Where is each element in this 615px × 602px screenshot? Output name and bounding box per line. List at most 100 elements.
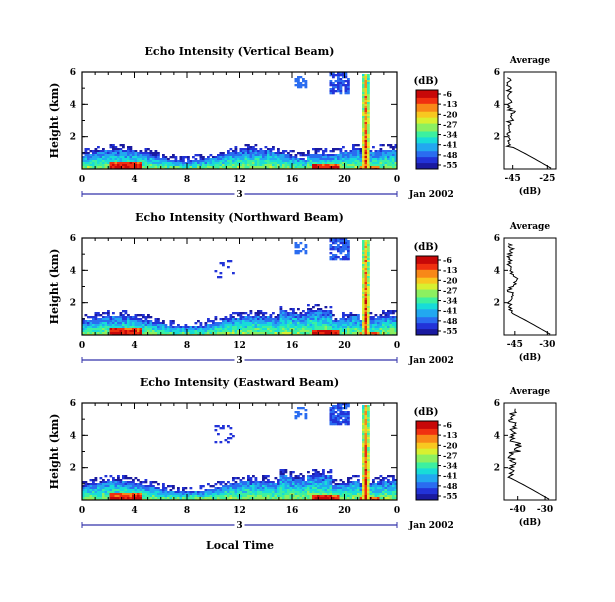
heatmap-cell — [382, 150, 385, 153]
heatmap-cell — [217, 425, 220, 428]
heatmap-cell — [332, 82, 335, 85]
heatmap-cell — [234, 330, 238, 333]
heatmap-cell — [99, 477, 103, 480]
heatmap-cell — [329, 330, 333, 333]
heatmap-cell — [247, 156, 250, 159]
heatmap-cell — [229, 320, 233, 323]
heatmap-cell — [267, 493, 270, 496]
heatmap-cell — [224, 164, 228, 167]
heatmap-cell — [224, 316, 228, 319]
heatmap-cell — [322, 481, 325, 484]
heatmap-cell — [267, 479, 270, 482]
heatmap-cell — [239, 154, 243, 157]
heatmap-cell — [109, 320, 113, 323]
heatmap-cell — [329, 84, 333, 87]
heatmap-cell — [114, 318, 118, 321]
heatmap-cell — [162, 162, 165, 165]
heatmap-cell — [389, 164, 393, 167]
heatmap-cell — [352, 485, 355, 488]
heatmap-cell — [277, 162, 280, 165]
heatmap-cell — [362, 248, 365, 251]
heatmap-cell — [259, 493, 263, 496]
heatmap-cell — [362, 288, 365, 291]
heatmap-cell — [324, 166, 328, 169]
heatmap-cell — [259, 481, 263, 484]
heatmap-cell — [364, 427, 368, 430]
heatmap-cell — [254, 322, 258, 325]
heatmap-cell — [109, 491, 113, 494]
heatmap-cell — [149, 152, 153, 155]
heatmap-cell — [367, 248, 370, 251]
heatmap-cell — [219, 166, 223, 169]
heatmap-cell — [299, 479, 303, 482]
heatmap-cell — [344, 80, 348, 83]
heatmap-cell — [237, 493, 240, 496]
heatmap-cell — [327, 471, 330, 474]
heatmap-cell — [247, 491, 250, 494]
colorbar-step — [416, 157, 438, 160]
heatmap-cell — [297, 326, 300, 329]
heatmap-cell — [294, 156, 298, 159]
heatmap-cell — [302, 475, 305, 478]
heatmap-cell — [139, 497, 143, 500]
heatmap-cell — [364, 94, 368, 97]
heatmap-cell — [392, 162, 395, 165]
heatmap-cell — [387, 489, 390, 492]
x-tick-label: 4 — [131, 341, 137, 351]
heatmap-cell — [157, 166, 160, 169]
heatmap-cell — [374, 491, 378, 494]
heatmap-cell — [97, 164, 100, 167]
heatmap-cell — [289, 326, 293, 329]
heatmap-cell — [367, 467, 370, 470]
heatmap-cell — [134, 483, 138, 486]
heatmap-cell — [114, 332, 118, 335]
heatmap-cell — [144, 160, 148, 163]
heatmap-cell — [154, 497, 158, 500]
heatmap-cell — [364, 314, 368, 317]
heatmap-cell — [274, 493, 278, 496]
heatmap-cell — [307, 491, 310, 494]
heatmap-cell — [84, 332, 88, 335]
heatmap-cell — [324, 160, 328, 163]
heatmap-cell — [347, 328, 350, 331]
heatmap-cell — [107, 154, 110, 157]
heatmap-cell — [134, 322, 138, 325]
heatmap-cell — [222, 166, 225, 169]
heatmap-cell — [339, 328, 343, 331]
heatmap-cell — [314, 314, 318, 317]
heatmap-cell — [389, 160, 393, 163]
heatmap-cell — [104, 158, 108, 161]
heatmap-cell — [294, 164, 298, 167]
heatmap-cell — [144, 491, 148, 494]
heatmap-cell — [367, 276, 370, 279]
colorbar-step — [416, 269, 438, 273]
heatmap-cell — [289, 475, 293, 478]
heatmap-cell — [134, 150, 138, 153]
colorbar-step — [416, 279, 438, 283]
heatmap-cell — [339, 417, 343, 420]
heatmap-cell — [259, 164, 263, 167]
heatmap-cell — [129, 164, 133, 167]
heatmap-cell — [217, 160, 220, 163]
heatmap-cell — [394, 154, 397, 157]
heatmap-cell — [112, 318, 115, 321]
heatmap-cell — [377, 326, 380, 329]
heatmap-cell — [214, 483, 218, 486]
heatmap-cell — [209, 326, 213, 329]
colorbar-step — [416, 468, 438, 471]
heatmap-cell — [134, 324, 138, 327]
heatmap-cell — [367, 250, 370, 253]
heatmap-cell — [329, 244, 333, 247]
colorbar-tick-label: -6 — [443, 255, 452, 265]
heatmap-cell — [259, 491, 263, 494]
heatmap-cell — [282, 489, 285, 492]
heatmap-cell — [162, 328, 165, 331]
heatmap-cell — [364, 134, 368, 137]
heatmap-cell — [362, 409, 365, 412]
heatmap-cell — [267, 489, 270, 492]
heatmap-cell — [324, 487, 328, 490]
heatmap-cell — [334, 487, 338, 490]
heatmap-cell — [282, 471, 285, 474]
heatmap-cell — [314, 493, 318, 496]
heatmap-cell — [364, 290, 368, 293]
